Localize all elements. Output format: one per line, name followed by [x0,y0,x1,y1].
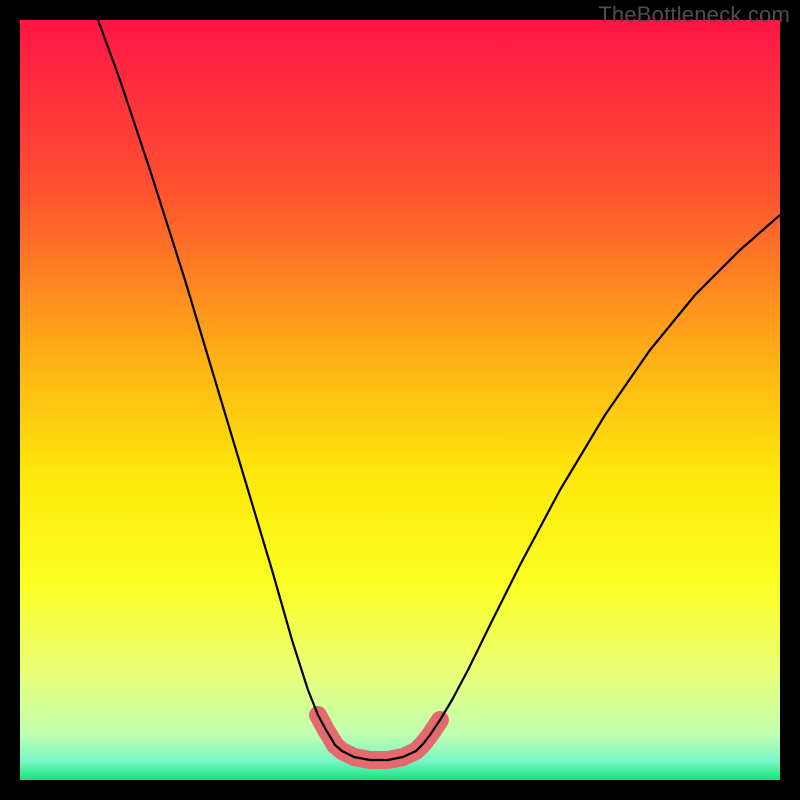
chart-svg [0,0,800,800]
plot-background [20,20,780,780]
watermark-label: TheBottleneck.com [598,2,790,28]
chart-frame: TheBottleneck.com [0,0,800,800]
